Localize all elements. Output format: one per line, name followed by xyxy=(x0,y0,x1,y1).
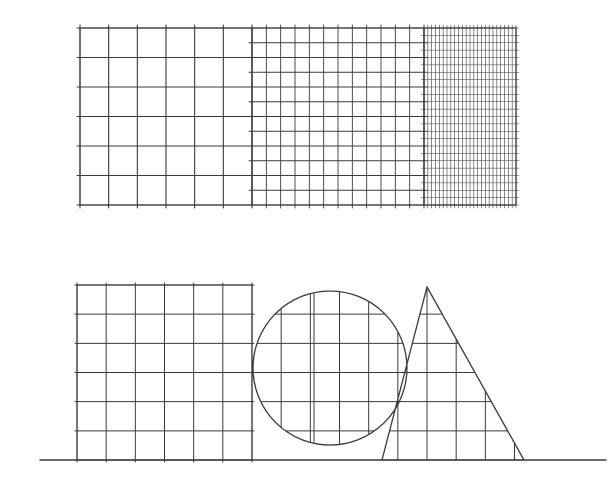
coarse-grid-panel xyxy=(76,24,256,209)
panel-frame xyxy=(423,27,517,206)
top-grid-figure xyxy=(76,24,520,209)
medium-grid-panel xyxy=(248,24,428,209)
fine-grid-panel xyxy=(420,24,520,209)
circle-outline xyxy=(252,290,408,446)
